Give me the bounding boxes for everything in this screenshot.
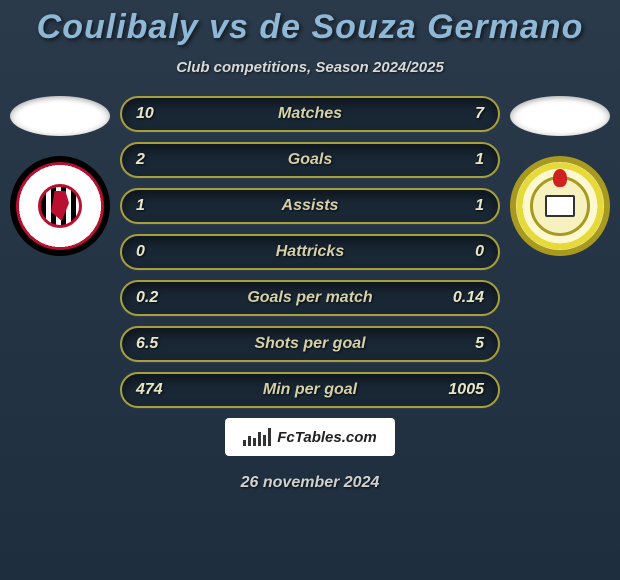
- bars-icon: [243, 428, 271, 446]
- fctables-watermark: FcTables.com: [225, 418, 395, 456]
- fctables-label: FcTables.com: [277, 429, 376, 446]
- badge-book-icon: [545, 195, 575, 217]
- stat-right-value: 0: [475, 243, 484, 261]
- stats-arena: 10Matches72Goals11Assists10Hattricks00.2…: [0, 96, 620, 408]
- stat-left-value: 10: [136, 105, 154, 123]
- stat-left-value: 2: [136, 151, 145, 169]
- bar-icon: [258, 432, 261, 446]
- stat-row: 0Hattricks0: [120, 234, 500, 270]
- player-photo-right: [510, 96, 610, 136]
- stat-label: Goals per match: [122, 289, 498, 307]
- stat-row: 6.5Shots per goal5: [120, 326, 500, 362]
- stat-right-value: 7: [475, 105, 484, 123]
- stat-right-value: 0.14: [453, 289, 484, 307]
- bar-icon: [268, 428, 271, 446]
- stat-right-value: 1005: [448, 381, 484, 399]
- stat-left-value: 1: [136, 197, 145, 215]
- badge-inner-icon: [530, 176, 590, 236]
- stat-row: 1Assists1: [120, 188, 500, 224]
- stat-row: 474Min per goal1005: [120, 372, 500, 408]
- stat-left-value: 0.2: [136, 289, 158, 307]
- stat-rows: 10Matches72Goals11Assists10Hattricks00.2…: [120, 96, 500, 408]
- club-badge-left: [10, 156, 110, 256]
- stat-left-value: 0: [136, 243, 145, 261]
- stat-row: 10Matches7: [120, 96, 500, 132]
- stat-label: Matches: [122, 105, 498, 123]
- badge-flame-icon: [553, 169, 567, 187]
- bar-icon: [248, 436, 251, 446]
- stat-right-value: 5: [475, 335, 484, 353]
- player-photo-left: [10, 96, 110, 136]
- stat-label: Goals: [122, 151, 498, 169]
- stat-label: Min per goal: [122, 381, 498, 399]
- comparison-subtitle: Club competitions, Season 2024/2025: [0, 59, 620, 76]
- stat-left-value: 6.5: [136, 335, 158, 353]
- stat-label: Hattricks: [122, 243, 498, 261]
- stat-row: 0.2Goals per match0.14: [120, 280, 500, 316]
- stat-label: Shots per goal: [122, 335, 498, 353]
- comparison-date: 26 november 2024: [0, 474, 620, 492]
- stat-label: Assists: [122, 197, 498, 215]
- bar-icon: [263, 435, 266, 446]
- stat-left-value: 474: [136, 381, 163, 399]
- stat-right-value: 1: [475, 197, 484, 215]
- club-badge-right: [510, 156, 610, 256]
- stat-row: 2Goals1: [120, 142, 500, 178]
- bar-icon: [253, 438, 256, 446]
- stat-right-value: 1: [475, 151, 484, 169]
- comparison-title: Coulibaly vs de Souza Germano: [0, 0, 620, 47]
- bar-icon: [243, 440, 246, 446]
